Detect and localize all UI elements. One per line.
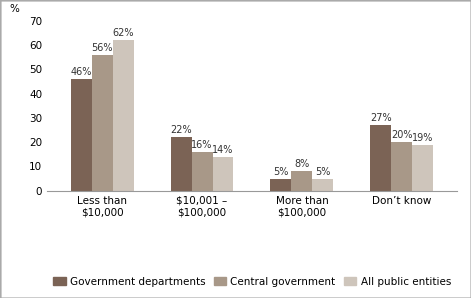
Bar bbox=[171, 137, 192, 191]
Text: 62%: 62% bbox=[112, 28, 134, 38]
Text: 56%: 56% bbox=[91, 43, 113, 53]
Bar bbox=[391, 142, 413, 191]
Text: 8%: 8% bbox=[294, 159, 309, 169]
Text: 5%: 5% bbox=[273, 167, 289, 177]
Bar bbox=[192, 152, 212, 191]
Text: 14%: 14% bbox=[212, 145, 234, 155]
Text: 16%: 16% bbox=[191, 140, 213, 150]
Bar bbox=[113, 40, 134, 191]
Bar bbox=[413, 145, 433, 191]
Bar bbox=[370, 125, 391, 191]
Bar bbox=[71, 79, 91, 191]
Bar bbox=[91, 55, 113, 191]
Legend: Government departments, Central government, All public entities: Government departments, Central governme… bbox=[49, 272, 455, 291]
Text: 22%: 22% bbox=[170, 125, 192, 135]
Bar bbox=[312, 179, 333, 191]
Text: 19%: 19% bbox=[412, 133, 434, 143]
Text: 5%: 5% bbox=[315, 167, 331, 177]
Text: 27%: 27% bbox=[370, 113, 392, 123]
Text: 46%: 46% bbox=[70, 67, 92, 77]
Text: 20%: 20% bbox=[391, 130, 413, 140]
Bar bbox=[270, 179, 292, 191]
Y-axis label: %: % bbox=[9, 4, 19, 14]
Bar bbox=[212, 157, 234, 191]
Bar bbox=[292, 171, 312, 191]
